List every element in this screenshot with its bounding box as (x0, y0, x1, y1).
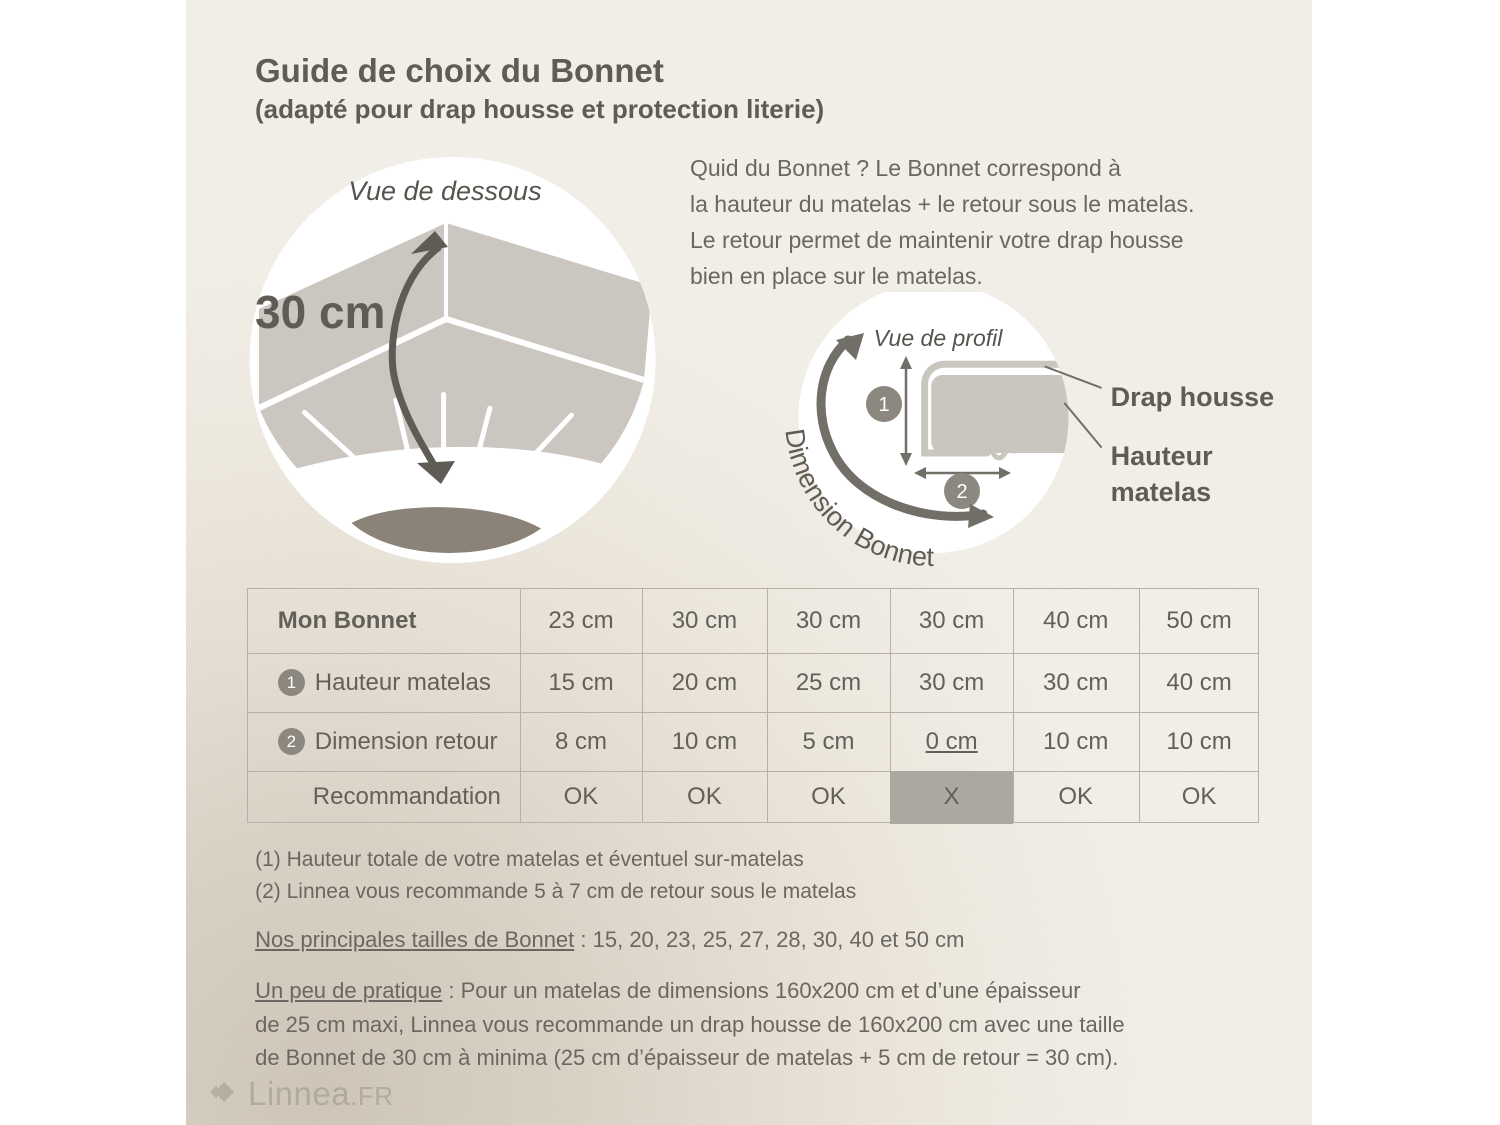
svg-text:Vue de dessous: Vue de dessous (348, 176, 541, 206)
svg-text:30 cm: 30 cm (255, 286, 385, 338)
svg-text:Vue de profil: Vue de profil (874, 325, 1004, 351)
svg-text:2: 2 (956, 481, 967, 503)
svg-text:1: 1 (878, 394, 889, 416)
